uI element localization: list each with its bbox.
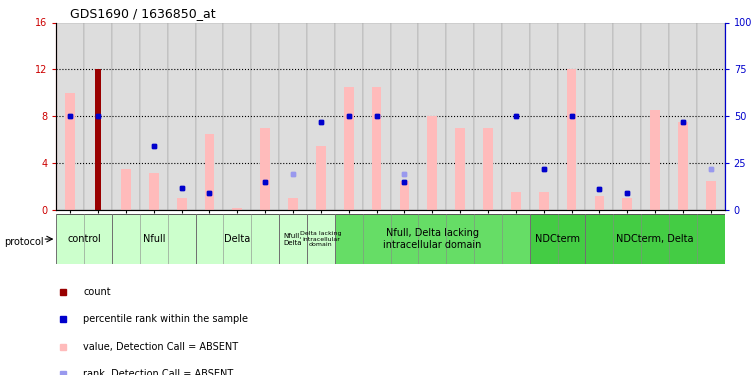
Bar bbox=[650, 110, 660, 210]
Bar bbox=[363, 22, 391, 210]
Text: NDCterm: NDCterm bbox=[535, 234, 580, 244]
Bar bbox=[95, 69, 101, 210]
Bar bbox=[316, 146, 326, 210]
Text: rank, Detection Call = ABSENT: rank, Detection Call = ABSENT bbox=[83, 369, 234, 375]
Text: protocol: protocol bbox=[4, 237, 44, 247]
Bar bbox=[446, 22, 474, 210]
Bar bbox=[483, 128, 493, 210]
Bar bbox=[586, 22, 614, 210]
Bar bbox=[595, 196, 605, 210]
Bar bbox=[400, 181, 409, 210]
Bar bbox=[56, 214, 112, 264]
Bar bbox=[344, 87, 354, 210]
Bar bbox=[204, 134, 214, 210]
Text: percentile rank within the sample: percentile rank within the sample bbox=[83, 314, 248, 324]
Bar bbox=[706, 181, 716, 210]
Bar bbox=[121, 169, 131, 210]
Text: Nfull, Delta lacking
intracellular domain: Nfull, Delta lacking intracellular domai… bbox=[383, 228, 481, 250]
Bar bbox=[678, 122, 688, 210]
Text: NDCterm, Delta: NDCterm, Delta bbox=[617, 234, 694, 244]
Bar bbox=[279, 22, 307, 210]
Bar bbox=[140, 22, 167, 210]
Bar bbox=[529, 22, 558, 210]
Bar bbox=[149, 172, 158, 210]
Bar bbox=[455, 128, 465, 210]
Bar bbox=[288, 198, 298, 210]
Bar bbox=[65, 93, 75, 210]
Text: Nfull,
Delta: Nfull, Delta bbox=[284, 232, 303, 246]
Bar bbox=[56, 22, 84, 210]
Bar bbox=[84, 22, 112, 210]
Bar bbox=[567, 69, 577, 210]
Bar bbox=[623, 198, 632, 210]
Bar bbox=[288, 198, 298, 210]
Bar bbox=[176, 198, 186, 210]
Bar bbox=[641, 22, 669, 210]
Bar bbox=[623, 198, 632, 210]
Bar bbox=[706, 181, 716, 210]
Bar bbox=[529, 214, 586, 264]
Bar bbox=[233, 208, 243, 210]
Bar bbox=[511, 192, 520, 210]
Bar bbox=[233, 208, 243, 210]
Bar bbox=[65, 93, 75, 210]
Text: Nfull: Nfull bbox=[143, 234, 165, 244]
Text: control: control bbox=[68, 234, 101, 244]
Bar bbox=[483, 128, 493, 210]
Bar bbox=[455, 128, 465, 210]
Bar bbox=[391, 22, 418, 210]
Bar bbox=[538, 192, 548, 210]
Bar bbox=[261, 128, 270, 210]
Bar bbox=[567, 69, 577, 210]
Bar bbox=[418, 22, 446, 210]
Bar bbox=[538, 192, 548, 210]
Text: count: count bbox=[83, 287, 110, 297]
Bar bbox=[669, 22, 697, 210]
Bar bbox=[167, 22, 195, 210]
Bar bbox=[112, 22, 140, 210]
Bar bbox=[121, 169, 131, 210]
Bar bbox=[335, 214, 529, 264]
Text: GDS1690 / 1636850_at: GDS1690 / 1636850_at bbox=[70, 7, 216, 20]
Bar bbox=[372, 87, 382, 210]
Bar bbox=[697, 22, 725, 210]
Bar bbox=[595, 196, 605, 210]
Bar bbox=[176, 198, 186, 210]
Bar bbox=[678, 122, 688, 210]
Bar bbox=[400, 181, 409, 210]
Bar bbox=[511, 192, 520, 210]
Bar bbox=[557, 22, 586, 210]
Bar bbox=[195, 22, 224, 210]
Bar bbox=[316, 146, 326, 210]
Bar bbox=[427, 116, 437, 210]
Bar bbox=[650, 110, 660, 210]
Bar bbox=[95, 69, 101, 210]
Bar bbox=[149, 172, 158, 210]
Bar bbox=[614, 22, 641, 210]
Bar bbox=[204, 134, 214, 210]
Text: Delta: Delta bbox=[225, 234, 251, 244]
Bar bbox=[252, 22, 279, 210]
Bar bbox=[224, 22, 252, 210]
Bar bbox=[372, 87, 382, 210]
Bar bbox=[586, 214, 725, 264]
Bar bbox=[261, 128, 270, 210]
Bar bbox=[335, 22, 363, 210]
Bar bbox=[195, 214, 279, 264]
Bar bbox=[112, 214, 195, 264]
Bar bbox=[279, 214, 307, 264]
Bar bbox=[344, 87, 354, 210]
Text: Delta lacking
intracellular
domain: Delta lacking intracellular domain bbox=[300, 231, 342, 248]
Bar bbox=[427, 116, 437, 210]
Bar bbox=[307, 214, 335, 264]
Bar bbox=[307, 22, 335, 210]
Text: value, Detection Call = ABSENT: value, Detection Call = ABSENT bbox=[83, 342, 238, 352]
Bar bbox=[474, 22, 502, 210]
Bar bbox=[502, 22, 529, 210]
